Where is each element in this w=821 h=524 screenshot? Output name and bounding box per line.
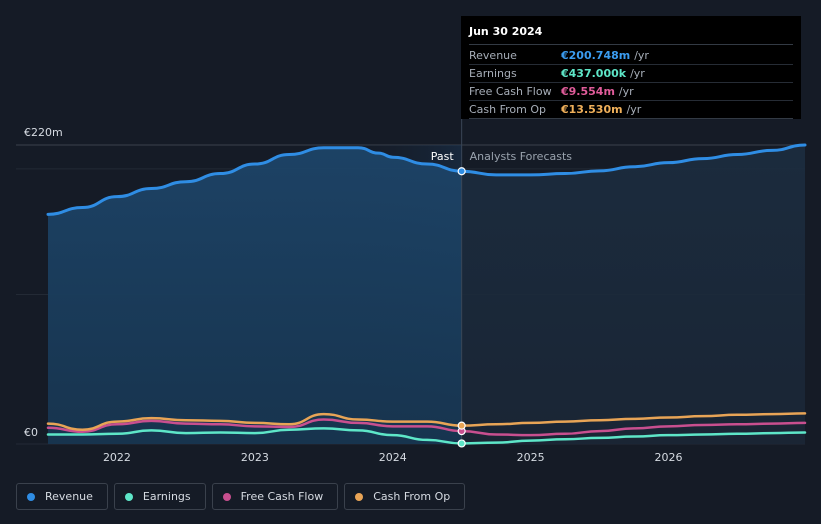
- tooltip-label: Free Cash Flow: [469, 85, 552, 98]
- past-label: Past: [431, 150, 455, 163]
- highlight-marker-cash-from-op: [457, 421, 466, 430]
- forecast-label: Analysts Forecasts: [470, 150, 573, 163]
- revenue-area-forecast: [461, 145, 805, 444]
- series-line-earnings: [46, 427, 807, 445]
- tooltip-label: Earnings: [469, 67, 517, 80]
- tooltip-unit: /yr: [618, 85, 634, 98]
- legend-dot-icon: [124, 492, 133, 501]
- tooltip-row-earnings: Earnings €437.000k /yr: [469, 65, 793, 83]
- line-layer: [46, 143, 807, 445]
- series-line-cash-from-op: [46, 412, 807, 431]
- legend-dot-icon: [27, 492, 35, 501]
- x-tick-label: 2025: [517, 451, 545, 464]
- tooltip-label: Revenue: [469, 49, 517, 62]
- series-line-free-cash-flow: [46, 418, 807, 437]
- legend-dot-icon: [222, 492, 231, 501]
- legend-label: Earnings: [142, 490, 191, 503]
- legend-item-cash-from-op[interactable]: Cash From Op: [344, 483, 466, 510]
- legend-item-revenue[interactable]: Revenue: [16, 483, 108, 510]
- tooltip-row-cash-from-op: Cash From Op €13.530m /yr: [469, 101, 793, 119]
- tooltip-value: €200.748m: [561, 49, 631, 62]
- x-tick-label: 2023: [241, 451, 269, 464]
- tooltip-value: €437.000k: [561, 67, 627, 80]
- tooltip-value: €9.554m: [561, 85, 615, 98]
- tooltip-row-free-cash-flow: Free Cash Flow €9.554m /yr: [469, 83, 793, 101]
- highlight-marker-earnings: [457, 439, 466, 448]
- tooltip-unit: /yr: [630, 67, 645, 80]
- y-tick-label: €220m: [24, 126, 63, 139]
- area-layer: [48, 145, 805, 444]
- revenue-area-past: [48, 147, 462, 444]
- axis-layer: €220m €0 2022 2023 2024 2025 2026: [24, 126, 682, 464]
- legend-label: Free Cash Flow: [240, 490, 324, 503]
- tooltip-date: Jun 30 2024: [469, 25, 793, 45]
- legend-item-earnings[interactable]: Earnings: [113, 483, 206, 510]
- y-tick-label: €0: [24, 426, 38, 439]
- legend-label: Cash From Op: [373, 490, 451, 503]
- legend-item-free-cash-flow[interactable]: Free Cash Flow: [211, 483, 339, 510]
- series-line-revenue: [46, 143, 807, 216]
- legend: Revenue Earnings Free Cash Flow Cash Fro…: [16, 483, 466, 510]
- tooltip-value: €13.530m: [561, 103, 623, 116]
- tooltip-unit: /yr: [634, 49, 649, 62]
- legend-label: Revenue: [45, 490, 93, 503]
- x-tick-label: 2024: [379, 451, 407, 464]
- x-tick-label: 2026: [654, 451, 682, 464]
- highlight-marker-revenue: [457, 167, 466, 176]
- tooltip-row-revenue: Revenue €200.748m /yr: [469, 47, 793, 65]
- tooltip-unit: /yr: [626, 103, 642, 116]
- tooltip-label: Cash From Op: [469, 103, 547, 116]
- x-tick-label: 2022: [103, 451, 131, 464]
- marker-layer: [457, 167, 466, 448]
- legend-dot-icon: [355, 492, 364, 501]
- tooltip: Jun 30 2024 Revenue €200.748m /yr Earnin…: [461, 16, 801, 119]
